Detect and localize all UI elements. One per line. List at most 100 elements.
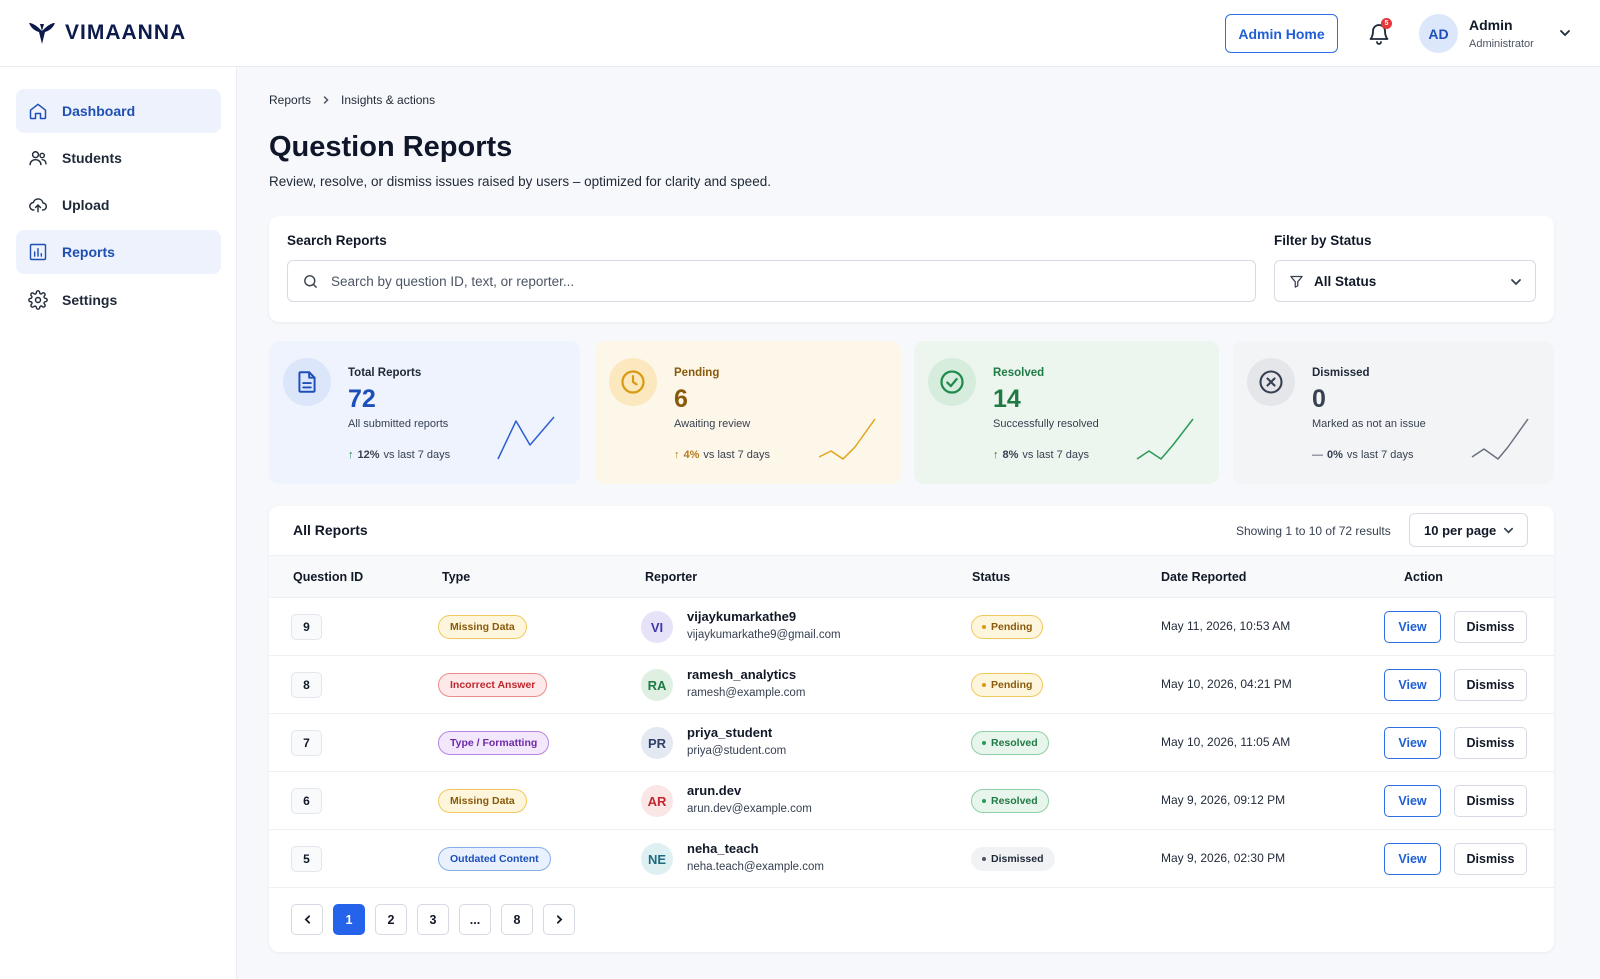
bar-chart-icon bbox=[29, 243, 47, 261]
brand-logo[interactable]: VIMAANNA bbox=[27, 20, 186, 46]
chevron-right-icon bbox=[323, 96, 329, 104]
page-subtitle: Review, resolve, or dismiss issues raise… bbox=[269, 174, 771, 189]
admin-home-button[interactable]: Admin Home bbox=[1225, 14, 1338, 53]
stat-value: 72 bbox=[348, 385, 376, 413]
stat-icon-wrap bbox=[928, 358, 976, 406]
status-text: Dismissed bbox=[991, 853, 1044, 865]
reporter-name: arun.dev bbox=[687, 783, 742, 798]
status-filter-label: Filter by Status bbox=[1274, 233, 1372, 248]
breadcrumb-current: Insights & actions bbox=[341, 93, 436, 107]
page-button[interactable]: 1 bbox=[333, 904, 365, 935]
brand-name: VIMAANNA bbox=[65, 21, 187, 44]
status-dot bbox=[982, 857, 986, 861]
sidebar-item-label: Students bbox=[62, 150, 122, 166]
date-reported: May 10, 2026, 11:05 AM bbox=[1161, 735, 1291, 749]
breadcrumb: Reports Insights & actions bbox=[269, 93, 435, 107]
status-text: Pending bbox=[991, 679, 1033, 691]
trend-value: 4% bbox=[683, 449, 700, 461]
page-button[interactable]: 2 bbox=[375, 904, 407, 935]
arrow-up-icon: ↑ bbox=[993, 449, 999, 461]
reporter-avatar: VI bbox=[641, 611, 673, 643]
chevron-down-icon[interactable] bbox=[1558, 26, 1572, 40]
sidebar-item-upload[interactable]: Upload bbox=[16, 183, 221, 227]
view-button[interactable]: View bbox=[1384, 611, 1441, 643]
table-row[interactable]: 6 Missing Data AR arun.dev arun.dev@exam… bbox=[269, 772, 1554, 830]
status-badge: Resolved bbox=[971, 731, 1049, 755]
question-id: 6 bbox=[291, 788, 322, 814]
view-button[interactable]: View bbox=[1384, 785, 1441, 817]
stat-label: Total Reports bbox=[348, 367, 422, 379]
stat-icon-wrap bbox=[609, 358, 657, 406]
sidebar-item-reports[interactable]: Reports bbox=[16, 230, 221, 274]
stat-trend: — 0% vs last 7 days bbox=[1312, 449, 1414, 461]
stat-value: 6 bbox=[674, 385, 688, 413]
view-button[interactable]: View bbox=[1384, 727, 1441, 759]
next-page-button[interactable] bbox=[543, 904, 575, 935]
page-title: Question Reports bbox=[269, 131, 513, 163]
search-input[interactable] bbox=[331, 273, 1231, 289]
chevron-down-icon bbox=[1503, 527, 1514, 534]
trend-text: vs last 7 days bbox=[1346, 449, 1414, 461]
reporter-avatar: PR bbox=[641, 727, 673, 759]
stat-description: Marked as not an issue bbox=[1312, 418, 1426, 430]
reporter-email: priya@student.com bbox=[687, 745, 787, 757]
top-bar: VIMAANNA Admin Home 5 AD Admin Administr… bbox=[0, 0, 1600, 67]
column-header[interactable]: Reporter bbox=[645, 570, 698, 584]
status-badge: Pending bbox=[971, 615, 1044, 639]
table-row[interactable]: 9 Missing Data VI vijaykumarkathe9 vijay… bbox=[269, 598, 1554, 656]
sparkline bbox=[818, 418, 876, 460]
status-text: Pending bbox=[991, 621, 1033, 633]
prev-page-button[interactable] bbox=[291, 904, 323, 935]
dismiss-button[interactable]: Dismiss bbox=[1454, 669, 1527, 701]
stat-description: All submitted reports bbox=[348, 418, 449, 430]
sidebar-item-settings[interactable]: Settings bbox=[16, 278, 221, 322]
reporter-name: neha_teach bbox=[687, 841, 759, 856]
reporter-name: ramesh_analytics bbox=[687, 667, 797, 682]
stat-description: Awaiting review bbox=[674, 418, 751, 430]
status-filter-select[interactable]: All Status bbox=[1274, 260, 1536, 302]
status-dot bbox=[982, 799, 986, 803]
user-avatar[interactable]: AD bbox=[1419, 14, 1458, 53]
page-button[interactable]: 3 bbox=[417, 904, 449, 935]
search-box[interactable] bbox=[287, 260, 1256, 302]
date-reported: May 11, 2026, 10:53 AM bbox=[1161, 619, 1291, 633]
bell-icon[interactable] bbox=[1367, 22, 1391, 46]
logo-icon bbox=[29, 23, 55, 44]
dismiss-button[interactable]: Dismiss bbox=[1454, 611, 1527, 643]
pagination: 1 2 3 ... 8 bbox=[291, 904, 575, 935]
column-header[interactable]: Status bbox=[972, 570, 1011, 584]
stat-trend: ↑ 12% vs last 7 days bbox=[348, 449, 450, 461]
type-badge: Incorrect Answer bbox=[438, 673, 548, 697]
stat-icon-wrap bbox=[1247, 358, 1295, 406]
view-button[interactable]: View bbox=[1384, 669, 1441, 701]
gear-icon bbox=[28, 290, 48, 310]
sidebar-item-students[interactable]: Students bbox=[16, 136, 221, 180]
dash-icon: — bbox=[1312, 449, 1323, 461]
stat-value: 0 bbox=[1312, 385, 1326, 413]
breadcrumb-root[interactable]: Reports bbox=[269, 93, 312, 107]
column-header[interactable]: Question ID bbox=[293, 570, 364, 584]
chevron-left-icon bbox=[304, 915, 310, 924]
user-name[interactable]: Admin bbox=[1469, 17, 1513, 33]
column-header[interactable]: Date Reported bbox=[1161, 570, 1247, 584]
stat-card-pending: Pending 6 Awaiting review ↑ 4% vs last 7… bbox=[595, 341, 901, 484]
per-page-select[interactable]: 10 per page bbox=[1409, 513, 1528, 547]
chevron-right-icon bbox=[556, 915, 562, 924]
column-header[interactable]: Type bbox=[442, 570, 471, 584]
dismiss-button[interactable]: Dismiss bbox=[1454, 727, 1527, 759]
page-button[interactable]: 8 bbox=[501, 904, 533, 935]
question-id: 7 bbox=[291, 730, 322, 756]
trend-text: vs last 7 days bbox=[383, 449, 451, 461]
trend-value: 12% bbox=[357, 449, 380, 461]
dismiss-button[interactable]: Dismiss bbox=[1454, 843, 1527, 875]
view-button[interactable]: View bbox=[1384, 843, 1441, 875]
table-row[interactable]: 7 Type / Formatting PR priya_student pri… bbox=[269, 714, 1554, 772]
table-row[interactable]: 8 Incorrect Answer RA ramesh_analytics r… bbox=[269, 656, 1554, 714]
table-row[interactable]: 5 Outdated Content NE neha_teach neha.te… bbox=[269, 830, 1554, 888]
stat-trend: ↑ 8% vs last 7 days bbox=[993, 449, 1089, 461]
reporter-email: vijaykumarkathe9@gmail.com bbox=[687, 629, 841, 641]
dismiss-button[interactable]: Dismiss bbox=[1454, 785, 1527, 817]
sidebar-item-label: Upload bbox=[62, 197, 110, 213]
sidebar-item-dashboard[interactable]: Dashboard bbox=[16, 89, 221, 133]
user-role: Administrator bbox=[1469, 38, 1534, 50]
